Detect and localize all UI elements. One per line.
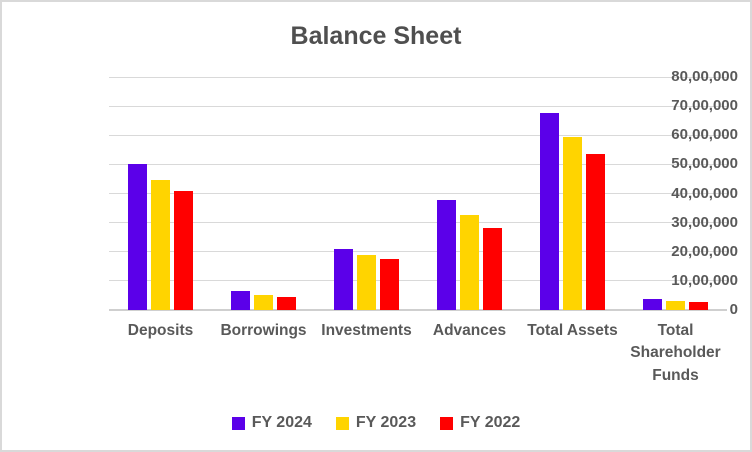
- gridline-7000000: [109, 105, 727, 107]
- bar-advances-fy-2022: [483, 228, 502, 310]
- bar-total-shareholder-funds-fy-2022: [689, 302, 708, 310]
- y-axis-tick-label: 60,00,000: [671, 126, 738, 144]
- bar-advances-fy-2023: [460, 215, 479, 310]
- y-axis-tick-label: 40,00,000: [671, 184, 738, 202]
- legend-label: FY 2024: [251, 414, 312, 431]
- gridline-3000000: [109, 222, 727, 224]
- category-label-investments: Investments: [321, 322, 412, 339]
- category-label-advances: Advances: [432, 322, 507, 339]
- chart-title: Balance Sheet: [290, 22, 462, 50]
- legend-label: FY 2022: [460, 414, 521, 431]
- bar-investments-fy-2024: [334, 248, 353, 310]
- y-axis-tick-label: 10,00,000: [671, 271, 738, 289]
- gridline-8000000: [109, 76, 727, 78]
- bar-total-assets-fy-2022: [586, 154, 605, 310]
- bar-borrowings-fy-2022: [277, 296, 296, 310]
- bar-total-assets-fy-2024: [540, 113, 559, 310]
- bar-deposits-fy-2022: [174, 190, 193, 310]
- y-axis-tick-label: 30,00,000: [671, 213, 738, 231]
- legend-swatch-icon: [231, 416, 245, 430]
- bar-borrowings-fy-2024: [231, 291, 250, 310]
- y-axis-tick-label: 50,00,000: [671, 155, 738, 173]
- bar-total-assets-fy-2023: [563, 136, 582, 310]
- legend-item-fy-2024: FY 2024: [231, 414, 312, 432]
- bar-investments-fy-2022: [380, 259, 399, 310]
- legend-swatch-icon: [335, 416, 349, 430]
- gridline-6000000: [109, 134, 727, 136]
- gridline-2000000: [109, 251, 727, 253]
- y-axis-tick-label: 80,00,000: [671, 68, 738, 85]
- y-axis-tick-label: 70,00,000: [671, 97, 738, 115]
- legend-item-fy-2023: FY 2023: [335, 414, 417, 432]
- category-label-total-assets: Total Assets: [527, 322, 618, 339]
- gridline-4000000: [109, 193, 727, 194]
- plot-area: [109, 76, 727, 311]
- y-axis-tick-label: 20,00,000: [671, 242, 738, 260]
- legend-label: FY 2023: [355, 414, 417, 431]
- gridline-1000000: [109, 280, 727, 282]
- category-label-total-shareholder-funds: Total Shareholder Funds: [630, 322, 721, 384]
- chart-legend: FY 2024 FY 2023 FY 2022: [2, 414, 750, 432]
- legend-swatch-icon: [440, 416, 454, 430]
- x-axis-line: [109, 309, 727, 311]
- bar-investments-fy-2023: [357, 254, 376, 310]
- bar-total-shareholder-funds-fy-2023: [666, 300, 685, 310]
- bar-total-shareholder-funds-fy-2024: [643, 299, 662, 310]
- bar-deposits-fy-2023: [151, 180, 170, 310]
- category-label-borrowings: Borrowings: [220, 322, 307, 339]
- legend-item-fy-2022: FY 2022: [440, 414, 520, 432]
- bar-borrowings-fy-2023: [254, 295, 273, 310]
- gridline-5000000: [109, 163, 727, 165]
- y-axis-tick-label: 0: [729, 301, 738, 318]
- bar-advances-fy-2024: [437, 200, 456, 310]
- category-label-deposits: Deposits: [127, 322, 194, 339]
- bar-deposits-fy-2024: [128, 164, 147, 310]
